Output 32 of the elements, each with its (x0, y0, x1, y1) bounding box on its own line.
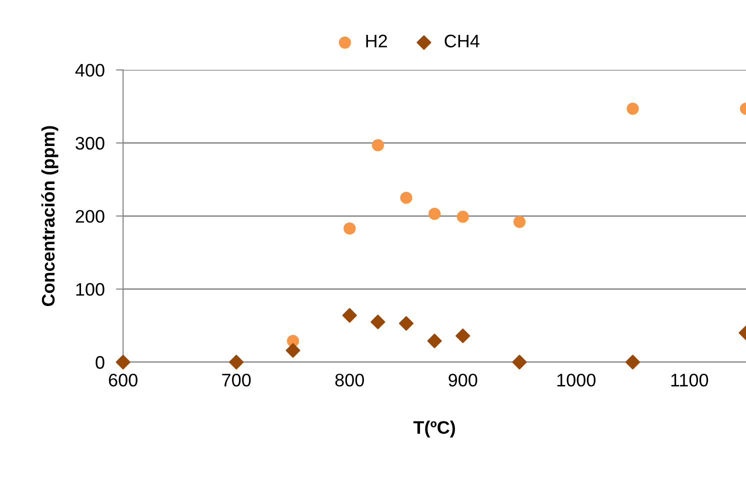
legend-label: CH4 (444, 34, 480, 48)
point (400, 192, 412, 204)
point (370, 314, 386, 330)
point (428, 208, 441, 220)
y-tick-label: 200 (76, 210, 104, 223)
point (229, 354, 244, 370)
x-tick-label: 600 (108, 374, 138, 386)
legend-label: H2 (366, 34, 387, 48)
x-axis-title: T(ºC) (413, 420, 455, 438)
point (286, 343, 300, 358)
point (625, 354, 640, 370)
x-tick-label: 1000 (557, 374, 596, 386)
point (398, 316, 414, 331)
y-tick-label: 300 (76, 136, 104, 150)
point (427, 334, 442, 348)
x-tick-label: 1100 (671, 374, 708, 386)
point (456, 210, 469, 223)
y-axis-title: Concentración (ppm) (41, 126, 58, 306)
point (512, 354, 527, 370)
y-tick-label: 400 (75, 64, 104, 77)
x-tick-label: 800 (335, 374, 364, 386)
point (626, 102, 639, 115)
x-tick-label: 900 (448, 374, 478, 386)
point (116, 354, 130, 370)
point (513, 216, 526, 228)
point (456, 328, 470, 344)
point (342, 308, 357, 323)
point (372, 139, 384, 152)
y-tick-label: 100 (76, 283, 104, 296)
point (344, 222, 356, 235)
x-tick-label: 700 (222, 374, 251, 386)
y-tick-label: 0 (96, 356, 104, 369)
